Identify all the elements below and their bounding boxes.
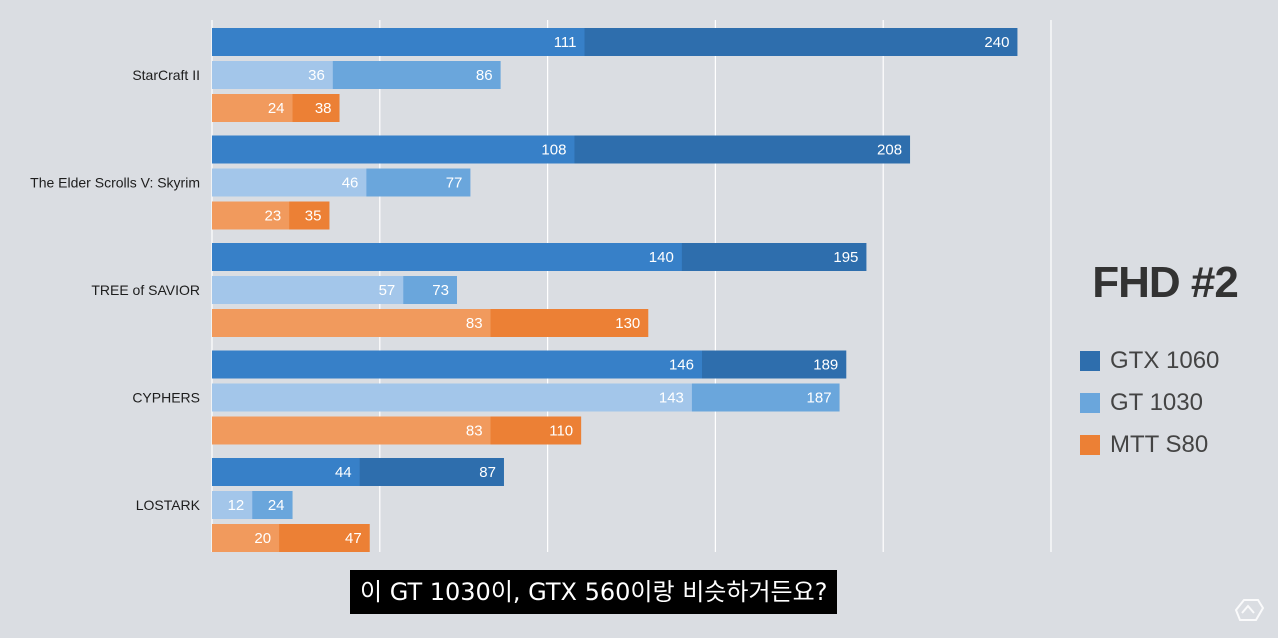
data-label-max-mtt-s80: 130 [615, 315, 640, 332]
data-label-max-gt-1030: 24 [268, 497, 285, 514]
data-label-max-gtx-1060: 208 [877, 142, 902, 159]
data-label-max-gt-1030: 86 [476, 67, 493, 84]
legend-swatch-gtx-1060 [1080, 351, 1100, 371]
brand-logo-icon [1234, 599, 1265, 621]
legend-label-gtx-1060: GTX 1060 [1110, 347, 1220, 374]
data-label-min-mtt-s80: 23 [265, 208, 282, 225]
data-label-max-gtx-1060: 240 [984, 34, 1009, 51]
legend-item-mtt-s80: MTT S80 [1080, 424, 1219, 466]
data-label-min-gtx-1060: 111 [554, 34, 577, 51]
bar-min-mtt-s80 [212, 201, 290, 230]
bar-min-mtt-s80 [212, 524, 280, 552]
data-label-min-gt-1030: 46 [342, 175, 359, 192]
bar-min-mtt-s80 [212, 416, 491, 445]
data-label-min-gt-1030: 57 [379, 282, 396, 299]
legend-item-gtx-1060: GTX 1060 [1080, 340, 1219, 382]
data-label-min-gt-1030: 12 [228, 497, 245, 514]
data-label-max-gtx-1060: 195 [833, 249, 858, 266]
legend-swatch-gt-1030 [1080, 393, 1100, 413]
data-label-min-mtt-s80: 24 [268, 100, 285, 117]
data-label-min-gtx-1060: 146 [669, 357, 694, 374]
bar-min-gt-1030 [212, 168, 367, 197]
category-label: StarCraft II [132, 67, 200, 83]
bar-min-gtx-1060 [212, 135, 575, 164]
data-label-max-gt-1030: 77 [446, 175, 463, 192]
data-label-min-mtt-s80: 83 [466, 315, 483, 332]
legend-swatch-mtt-s80 [1080, 435, 1100, 455]
bar-min-gt-1030 [212, 61, 333, 89]
video-subtitle: 이 GT 1030이, GTX 560이랑 비슷하거든요? [350, 570, 838, 614]
bar-min-gtx-1060 [212, 243, 682, 271]
data-label-min-gtx-1060: 108 [541, 142, 566, 159]
category-label: The Elder Scrolls V: Skyrim [30, 175, 200, 191]
legend-label-mtt-s80: MTT S80 [1110, 431, 1209, 458]
data-label-min-mtt-s80: 83 [466, 423, 483, 440]
bar-min-gtx-1060 [212, 458, 360, 486]
category-label: LOSTARK [136, 497, 201, 513]
bar-min-mtt-s80 [212, 309, 491, 337]
data-label-min-gtx-1060: 140 [649, 249, 674, 266]
bar-min-gtx-1060 [212, 28, 585, 56]
data-label-max-mtt-s80: 38 [315, 100, 332, 117]
category-label: TREE of SAVIOR [91, 282, 200, 298]
data-label-min-gtx-1060: 44 [335, 464, 352, 481]
bar-min-gt-1030 [212, 491, 253, 519]
bar-min-gt-1030 [212, 276, 404, 304]
legend-label-gt-1030: GT 1030 [1110, 389, 1203, 416]
data-label-min-gt-1030: 143 [659, 390, 684, 407]
bar-min-mtt-s80 [212, 94, 293, 122]
bar-min-gtx-1060 [212, 350, 702, 379]
data-label-max-mtt-s80: 110 [549, 423, 573, 440]
legend: GTX 1060 GT 1030 MTT S80 [1080, 340, 1219, 466]
data-label-min-mtt-s80: 20 [254, 530, 271, 547]
data-label-max-gtx-1060: 87 [479, 464, 496, 481]
data-label-max-mtt-s80: 35 [305, 208, 322, 225]
legend-item-gt-1030: GT 1030 [1080, 382, 1219, 424]
data-label-min-gt-1030: 36 [308, 67, 325, 84]
data-label-max-gt-1030: 73 [432, 282, 449, 299]
category-label: CYPHERS [132, 390, 200, 406]
bar-min-gt-1030 [212, 383, 692, 412]
chart-title: FHD #2 [1092, 258, 1239, 307]
data-label-max-mtt-s80: 47 [345, 530, 362, 547]
data-label-max-gt-1030: 187 [807, 390, 832, 407]
data-label-max-gtx-1060: 189 [813, 357, 838, 374]
